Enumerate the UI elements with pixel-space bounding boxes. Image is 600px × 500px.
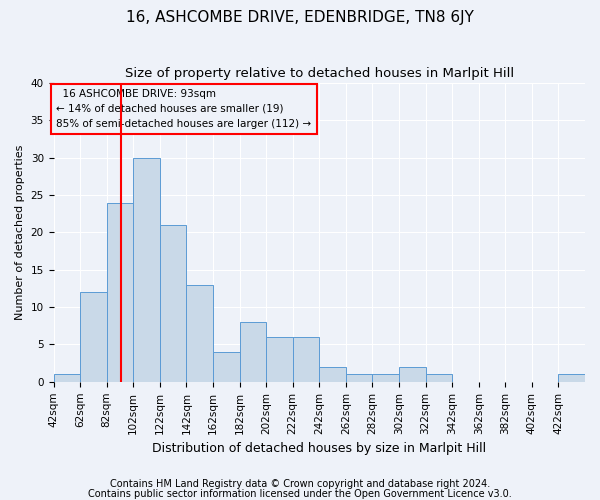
Text: Contains public sector information licensed under the Open Government Licence v3: Contains public sector information licen… xyxy=(88,489,512,499)
Bar xyxy=(373,374,399,382)
Text: Contains HM Land Registry data © Crown copyright and database right 2024.: Contains HM Land Registry data © Crown c… xyxy=(110,479,490,489)
Bar xyxy=(293,337,319,382)
Text: 16 ASHCOMBE DRIVE: 93sqm
← 14% of detached houses are smaller (19)
85% of semi-d: 16 ASHCOMBE DRIVE: 93sqm ← 14% of detach… xyxy=(56,89,311,128)
Bar xyxy=(187,284,213,382)
Bar xyxy=(559,374,585,382)
Y-axis label: Number of detached properties: Number of detached properties xyxy=(15,145,25,320)
Bar xyxy=(53,374,80,382)
Bar xyxy=(213,352,239,382)
Bar xyxy=(319,367,346,382)
Title: Size of property relative to detached houses in Marlpit Hill: Size of property relative to detached ho… xyxy=(125,68,514,80)
Bar xyxy=(239,322,266,382)
X-axis label: Distribution of detached houses by size in Marlpit Hill: Distribution of detached houses by size … xyxy=(152,442,487,455)
Bar xyxy=(425,374,452,382)
Text: 16, ASHCOMBE DRIVE, EDENBRIDGE, TN8 6JY: 16, ASHCOMBE DRIVE, EDENBRIDGE, TN8 6JY xyxy=(126,10,474,25)
Bar xyxy=(133,158,160,382)
Bar xyxy=(160,225,187,382)
Bar xyxy=(399,367,425,382)
Bar xyxy=(107,202,133,382)
Bar xyxy=(80,292,107,382)
Bar xyxy=(266,337,293,382)
Bar xyxy=(346,374,373,382)
